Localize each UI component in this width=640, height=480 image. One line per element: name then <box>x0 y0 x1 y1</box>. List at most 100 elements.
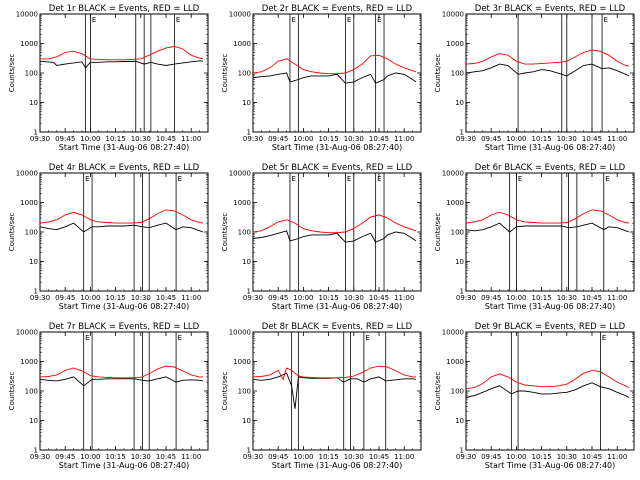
x-tick-label: 10:00 <box>506 453 526 461</box>
x-tick-label: 09:45 <box>268 135 288 143</box>
event-marker-label: E <box>85 334 89 342</box>
x-tick-label: 09:30 <box>243 453 263 461</box>
x-tick-label: 10:45 <box>582 453 602 461</box>
x-tick-label: 09:30 <box>456 453 476 461</box>
plot-frame <box>465 331 635 451</box>
y-tick-label: 10000 <box>442 11 464 19</box>
x-tick-label: 10:30 <box>344 453 364 461</box>
x-tick-label: 10:00 <box>293 135 313 143</box>
x-tick-label: 09:45 <box>481 453 501 461</box>
y-tick-label: 1 <box>34 447 38 455</box>
x-tick-label: 09:45 <box>55 453 75 461</box>
x-tick-label: 10:15 <box>319 453 339 461</box>
series-black-events <box>39 60 204 69</box>
event-marker-label: E <box>176 16 180 24</box>
y-tick-label: 100 <box>238 388 251 396</box>
series-black-events <box>465 382 630 398</box>
series-red-lld <box>252 54 417 75</box>
y-tick-label: 10000 <box>16 329 38 337</box>
x-tick-label: 11:00 <box>181 453 201 461</box>
event-marker-label: E <box>92 16 96 24</box>
y-axis-label: Counts/sec <box>434 213 442 252</box>
y-tick-label: 10 <box>29 417 38 425</box>
y-tick-label: 100 <box>451 388 464 396</box>
y-tick-label: 10 <box>455 258 464 266</box>
x-tick-label: 09:45 <box>55 135 75 143</box>
x-tick-label: 10:45 <box>156 294 176 302</box>
series-red-lld <box>252 365 416 381</box>
y-tick-label: 1 <box>460 129 464 137</box>
y-tick-label: 1000 <box>233 40 251 48</box>
panel-title: Det 9r BLACK = Events, RED = LLD <box>475 322 626 332</box>
x-tick-label: 11:00 <box>607 453 627 461</box>
panel-title: Det 8r BLACK = Events, RED = LLD <box>262 322 413 332</box>
y-axis-label: Counts/sec <box>221 213 229 252</box>
x-tick-label: 10:15 <box>532 135 552 143</box>
series-red-lld <box>465 49 630 67</box>
x-tick-label: 09:30 <box>243 294 263 302</box>
y-axis-label: Counts/sec <box>221 54 229 93</box>
plot-frame <box>465 172 635 292</box>
y-tick-label: 100 <box>451 229 464 237</box>
y-tick-label: 10000 <box>16 170 38 178</box>
event-marker-label: E <box>347 16 351 24</box>
event-marker-label: E <box>518 175 522 183</box>
x-tick-label: 09:45 <box>268 453 288 461</box>
y-tick-label: 1000 <box>233 358 251 366</box>
x-tick-label: 09:30 <box>30 294 50 302</box>
series-red-lld <box>252 214 417 234</box>
y-tick-label: 10000 <box>442 170 464 178</box>
x-tick-label: 10:30 <box>344 135 364 143</box>
panel-title: Det 1r BLACK = Events, RED = LLD <box>49 4 200 14</box>
event-marker-label: E <box>178 175 182 183</box>
x-axis-label: Start Time (31-Aug-06 08:27:40) <box>272 461 403 470</box>
y-tick-label: 10000 <box>16 11 38 19</box>
y-tick-label: 1000 <box>446 40 464 48</box>
event-marker-label: E <box>365 334 369 342</box>
y-tick-label: 1000 <box>446 358 464 366</box>
x-tick-label: 11:00 <box>181 294 201 302</box>
y-tick-label: 1 <box>34 129 38 137</box>
y-tick-label: 10 <box>242 417 251 425</box>
series-black-events <box>252 72 417 84</box>
panel-title: Det 2r BLACK = Events, RED = LLD <box>262 4 413 14</box>
y-tick-label: 100 <box>238 70 251 78</box>
x-tick-label: 10:15 <box>532 453 552 461</box>
event-marker-label: E <box>347 175 351 183</box>
y-axis-label: Counts/sec <box>8 372 16 411</box>
y-tick-label: 100 <box>25 388 38 396</box>
y-tick-label: 10 <box>29 99 38 107</box>
y-tick-label: 1 <box>247 447 251 455</box>
y-axis-label: Counts/sec <box>8 54 16 93</box>
event-marker-label: E <box>291 175 295 183</box>
series-red-lld <box>39 209 204 224</box>
panel-det-7: Det 7r BLACK = Events, RED = LLD 1 10 100 10… <box>8 322 209 470</box>
x-tick-label: 10:45 <box>369 294 389 302</box>
series-black-events <box>252 372 417 409</box>
x-tick-label: 09:30 <box>30 135 50 143</box>
y-tick-label: 1000 <box>20 40 38 48</box>
panel-title: Det 3r BLACK = Events, RED = LLD <box>475 4 626 14</box>
event-marker-label: E <box>602 334 606 342</box>
plot-frame <box>39 172 209 292</box>
x-tick-label: 10:45 <box>582 135 602 143</box>
panel-det-3: Det 3r BLACK = Events, RED = LLD 1 10 100 10… <box>434 4 635 152</box>
x-tick-label: 09:45 <box>481 294 501 302</box>
x-tick-label: 09:30 <box>456 135 476 143</box>
y-tick-label: 10000 <box>229 329 251 337</box>
series-black-events <box>252 230 417 243</box>
x-tick-label: 10:30 <box>131 135 151 143</box>
event-marker-label: E <box>178 334 182 342</box>
y-tick-label: 10000 <box>229 170 251 178</box>
x-tick-label: 11:00 <box>394 294 414 302</box>
x-tick-label: 10:45 <box>369 135 389 143</box>
x-tick-label: 10:15 <box>319 294 339 302</box>
panel-det-9: Det 9r BLACK = Events, RED = LLD 1 10 100 10… <box>434 322 635 470</box>
y-tick-label: 100 <box>238 229 251 237</box>
y-tick-label: 1 <box>247 288 251 296</box>
y-tick-label: 1 <box>34 288 38 296</box>
event-marker-label: E <box>377 175 381 183</box>
event-marker-label: E <box>605 175 609 183</box>
panel-det-1: Det 1r BLACK = Events, RED = LLD 1 10 100 10… <box>8 4 209 152</box>
